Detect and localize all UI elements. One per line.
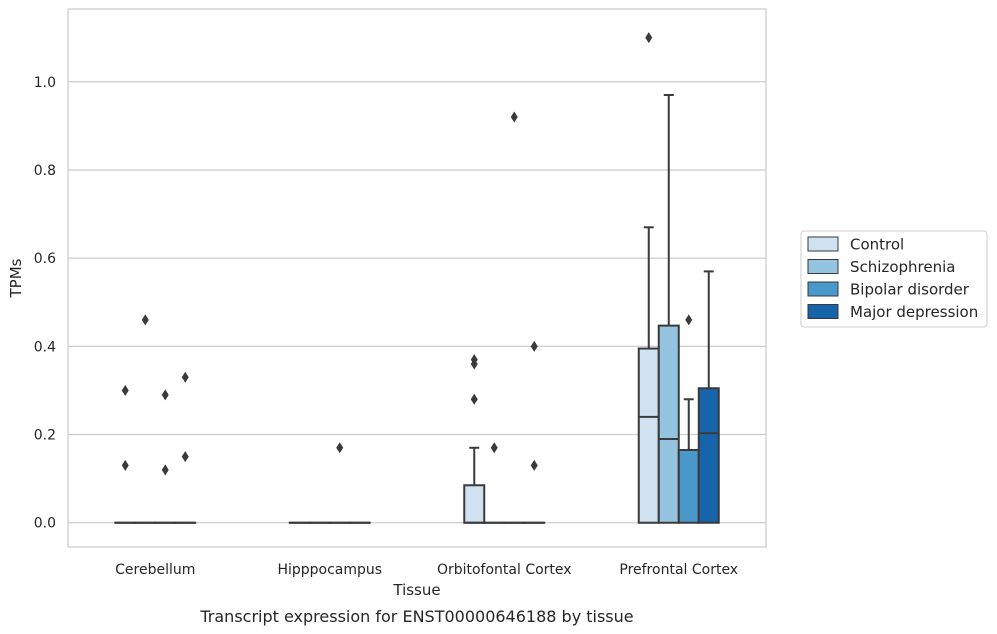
outlier-point: [161, 464, 169, 476]
box-group: [154, 389, 177, 524]
legend-label: Bipolar disorder: [850, 281, 970, 299]
box: [637, 347, 660, 524]
legend-swatch: [807, 281, 839, 297]
box-group: [637, 32, 660, 524]
outlier-point: [530, 340, 538, 352]
outlier-point: [685, 314, 693, 326]
outlier-point: [121, 384, 129, 396]
outlier-point: [490, 442, 498, 454]
box-group: [114, 384, 137, 524]
y-tick-label: 0.6: [34, 251, 56, 267]
box-group: [174, 371, 197, 524]
y-axis-label: TPMs: [7, 258, 25, 298]
outlier-point: [161, 389, 169, 401]
box-group: [657, 93, 680, 524]
y-tick-label: 0.2: [34, 428, 56, 444]
box-group: [483, 442, 506, 524]
x-tick-label: Orbitofontal Cortex: [437, 562, 572, 578]
outlier-point: [645, 32, 653, 44]
legend-swatch: [807, 259, 839, 274]
outlier-point: [510, 111, 518, 123]
box-group: [463, 354, 486, 524]
legend-label: Schizophrenia: [850, 258, 955, 276]
outlier-point: [141, 314, 149, 326]
legend-label: Major depression: [850, 303, 978, 321]
y-tick-label: 1.0: [34, 75, 56, 91]
outlier-point: [530, 459, 538, 471]
y-tick-label: 0.8: [34, 163, 56, 179]
box: [657, 324, 680, 524]
figure-caption: Transcript expression for ENST0000064618…: [199, 607, 633, 626]
plot-area-frame: [67, 8, 767, 548]
box-group: [677, 314, 700, 524]
outlier-point: [336, 442, 344, 454]
y-axis-ticks: 0.0 0.2 0.4 0.6 0.8 1.0: [34, 75, 56, 532]
box-group: [697, 270, 720, 524]
x-axis-ticks: Cerebellum Hipppocampus Orbitofontal Corte…: [115, 562, 738, 578]
legend-swatch: [807, 236, 839, 252]
box-group: [134, 314, 157, 524]
outlier-point: [181, 451, 189, 463]
box-groups: [114, 32, 720, 524]
outlier-point: [470, 393, 478, 405]
legend-frame: [800, 230, 988, 328]
outlier-point: [470, 354, 478, 366]
legend-swatch: [807, 304, 839, 319]
y-tick-label: 0.4: [34, 339, 56, 355]
outlier-point: [181, 371, 189, 383]
box-group: [503, 111, 526, 524]
x-tick-label: Prefrontal Cortex: [619, 562, 738, 578]
legend: Control Schizophrenia Bipolar disorder Majo…: [800, 230, 988, 328]
box: [697, 387, 720, 524]
box: [463, 484, 486, 524]
box-group: [328, 442, 351, 524]
box: [677, 448, 700, 524]
outlier-point: [121, 459, 129, 471]
x-tick-label: Cerebellum: [115, 562, 195, 578]
x-tick-label: Hipppocampus: [277, 562, 382, 578]
y-tick-label: 0.0: [34, 516, 56, 532]
legend-label: Control: [850, 236, 904, 254]
x-axis-label: Tissue: [392, 581, 440, 599]
box-group: [523, 340, 546, 524]
